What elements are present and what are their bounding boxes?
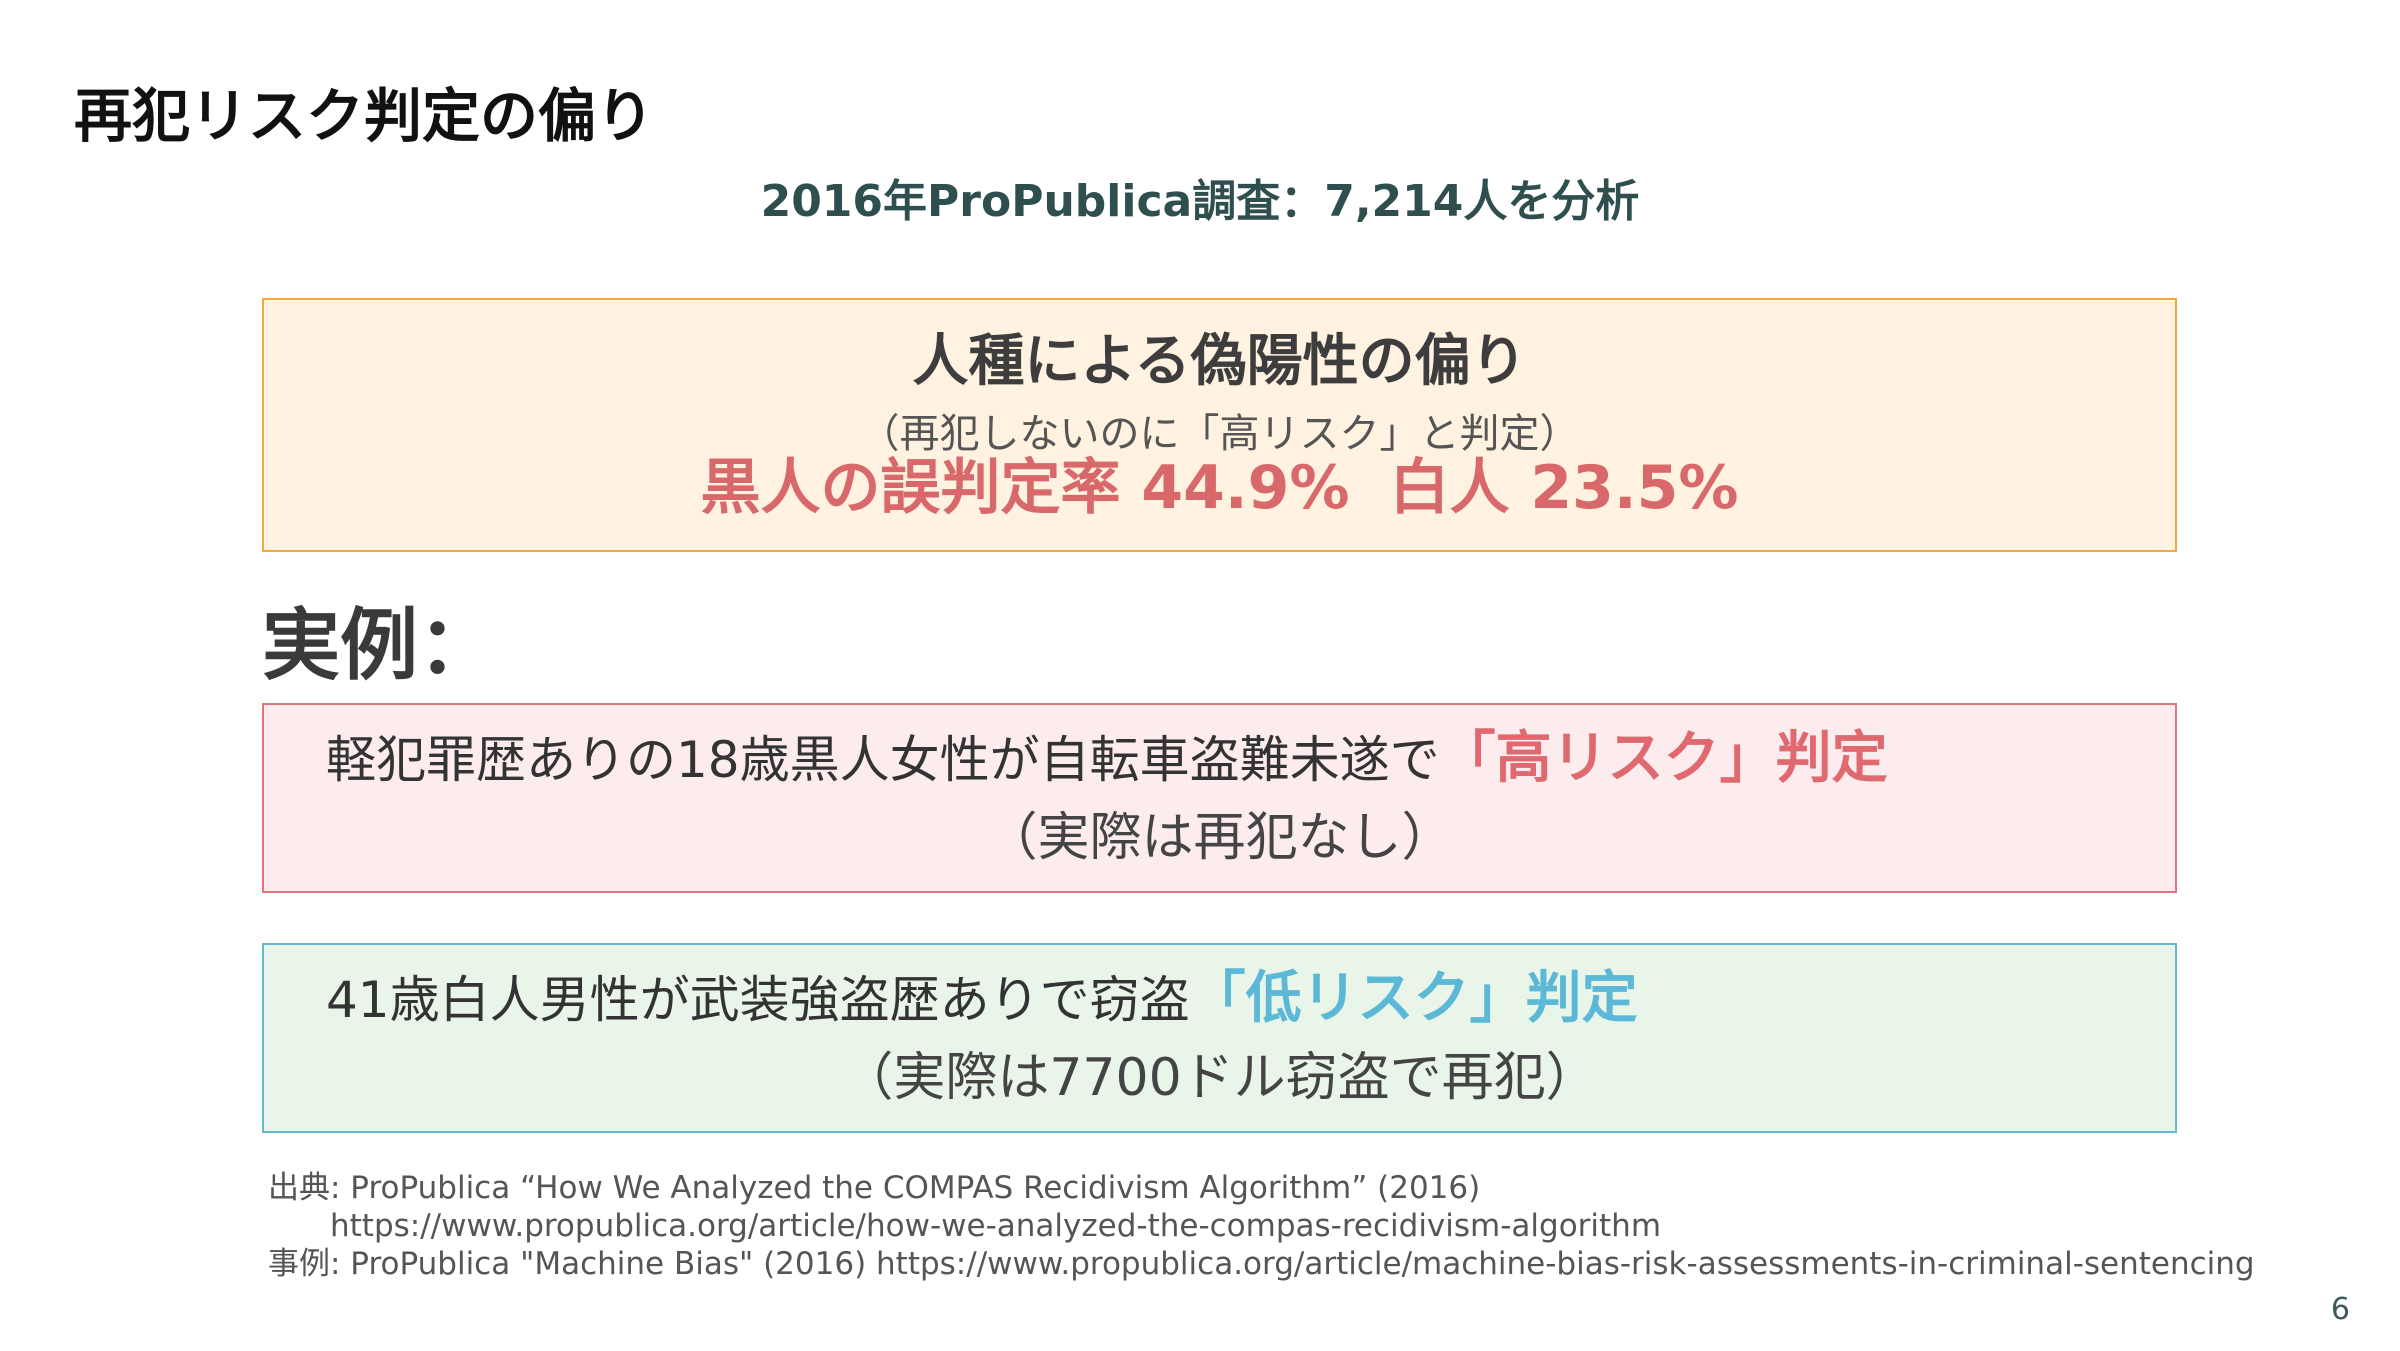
source-line-1: 出典: ProPublica “How We Analyzed the COMP… (268, 1170, 1481, 1206)
examples-label: 実例： (262, 601, 497, 691)
example-text: 41歳白人男性が武装強盗歴ありで窃盗 (326, 971, 1190, 1029)
page-number: 6 (2330, 1292, 2350, 1327)
source-link-1[interactable]: https://www.propublica.org/article/how-w… (330, 1207, 1662, 1244)
stat-white-rate: 白人 23.5% (1389, 453, 1739, 523)
example-box-high-risk: 軽犯罪歴ありの18歳黒人女性が自転車盗難未遂で「高リスク」判定 （実際は再犯なし… (262, 703, 2177, 893)
example-outcome-note: （実際は7700ドル窃盗で再犯） (841, 1048, 1598, 1108)
verdict-low-risk: 「低リスク」判定 (1189, 966, 1638, 1031)
stat-black-rate: 黒人の誤判定率 44.9% (700, 453, 1350, 523)
bias-heading: 人種による偽陽性の偏り (912, 329, 1527, 394)
slide-title: 再犯リスク判定の偏り (74, 82, 655, 150)
slide-subtitle: 2016年ProPublica調査：7,214人を分析 (760, 176, 1640, 227)
sources-block: 出典: ProPublica “How We Analyzed the COMP… (268, 1170, 2255, 1283)
bias-summary-box: 人種による偽陽性の偏り （再犯しないのに「高リスク」と判定） 黒人の誤判定率 4… (262, 298, 2177, 552)
example-description: 41歳白人男性が武装強盗歴ありで窃盗「低リスク」判定 (326, 963, 1638, 1036)
source-line-2: 事例: ProPublica "Machine Bias" (2016) htt… (268, 1245, 2255, 1282)
example-box-low-risk: 41歳白人男性が武装強盗歴ありで窃盗「低リスク」判定 （実際は7700ドル窃盗で… (262, 943, 2177, 1133)
example-description: 軽犯罪歴ありの18歳黒人女性が自転車盗難未遂で「高リスク」判定 (326, 723, 1888, 796)
verdict-high-risk: 「高リスク」判定 (1439, 726, 1888, 791)
bias-subheading: （再犯しないのに「高リスク」と判定） (859, 411, 1580, 457)
example-outcome-note: （実際は再犯なし） (985, 808, 1454, 868)
example-text: 軽犯罪歴ありの18歳黒人女性が自転車盗難未遂で (326, 731, 1440, 789)
bias-stats: 黒人の誤判定率 44.9% 白人 23.5% (264, 452, 2175, 524)
